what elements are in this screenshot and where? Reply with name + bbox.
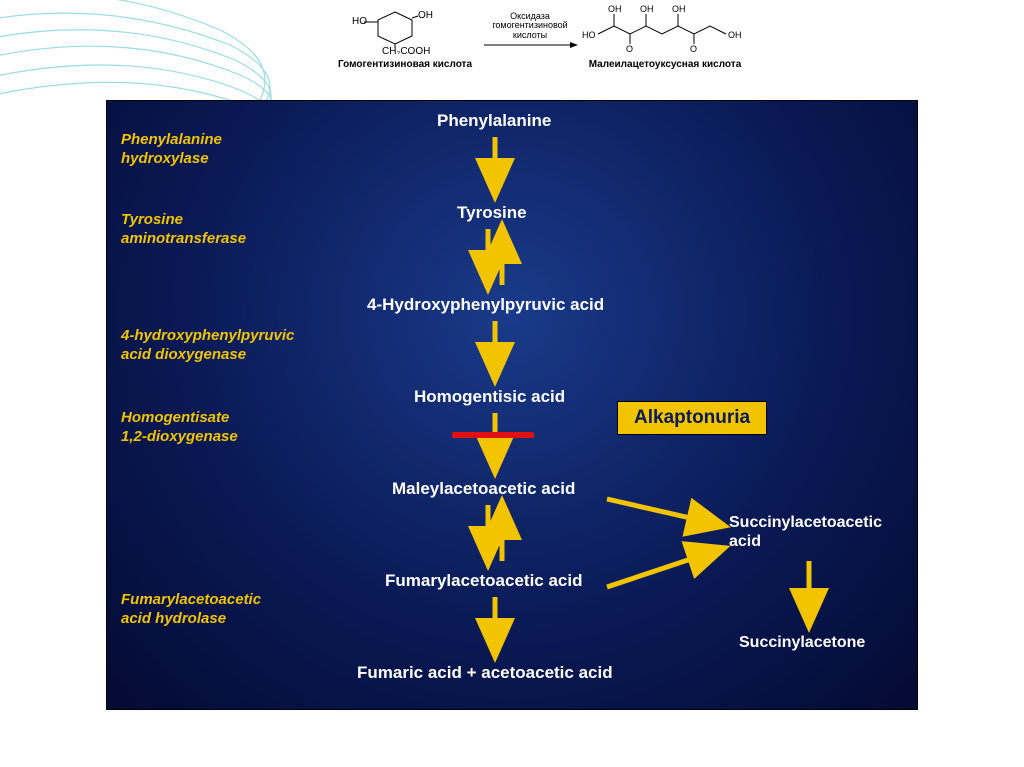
- maleylacetoacetic-structure-icon: HO OH OH OH OH O O: [580, 0, 750, 54]
- svg-text:OH: OH: [608, 4, 622, 14]
- pathway-panel: Phenylalanine Tyrosine 4-Hydroxyphenylpy…: [106, 100, 918, 710]
- svg-text:O: O: [690, 44, 697, 54]
- pathway-arrows: [107, 101, 919, 711]
- product-caption: Малеилацетоуксусная кислота: [580, 59, 750, 70]
- product-molecule: HO OH OH OH OH O O Малеилацетоуксусная к…: [580, 0, 750, 70]
- reactant-molecule: HO OH CH₂COOH Гомогентизиновая кислота: [330, 4, 480, 70]
- svg-text:OH: OH: [728, 30, 742, 40]
- reactant-caption: Гомогентизиновая кислота: [330, 59, 480, 70]
- svg-text:O: O: [626, 44, 633, 54]
- pathway-block-icon: [452, 432, 534, 438]
- reaction-arrow: Оксидаза гомогентизиновой кислоты: [480, 12, 580, 53]
- top-reaction-strip: HO OH CH₂COOH Гомогентизиновая кислота О…: [330, 0, 730, 90]
- svg-text:HO: HO: [582, 30, 596, 40]
- svg-text:OH: OH: [640, 4, 654, 14]
- svg-text:CH₂COOH: CH₂COOH: [382, 46, 430, 54]
- svg-text:OH: OH: [418, 10, 433, 21]
- svg-text:OH: OH: [672, 4, 686, 14]
- reaction-enzyme-label: Оксидаза гомогентизиновой кислоты: [480, 12, 580, 40]
- homogentisic-structure-icon: HO OH CH₂COOH: [340, 4, 470, 54]
